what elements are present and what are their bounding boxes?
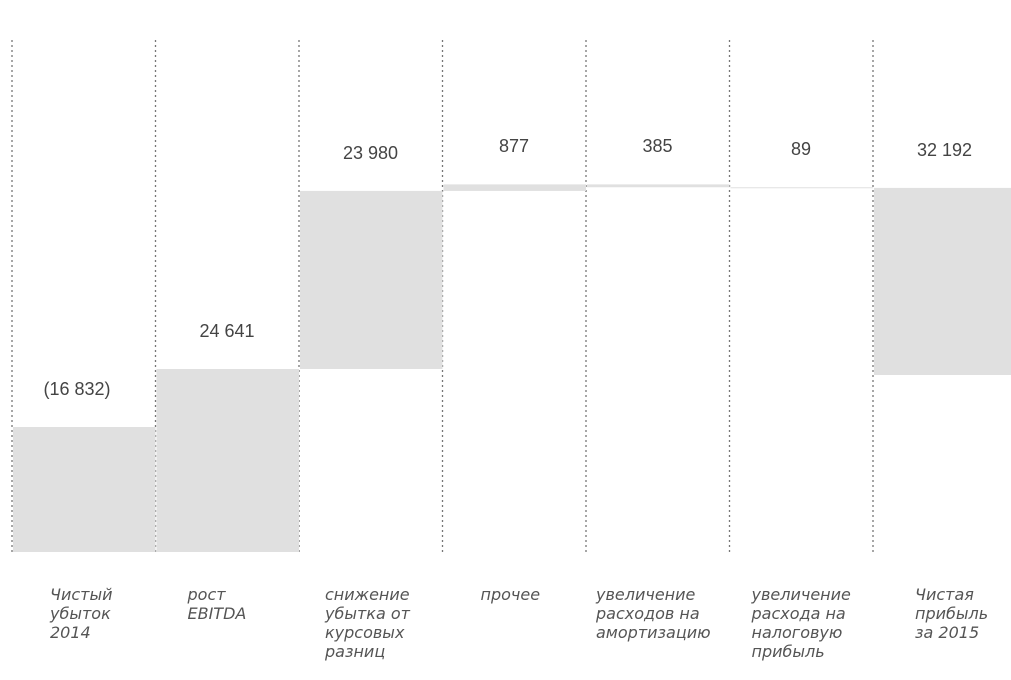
waterfall-bar (874, 187, 1011, 376)
bar-value-label: 89 (790, 139, 812, 160)
category-label: прочее (480, 585, 541, 604)
bar-value-label: 24 641 (199, 321, 255, 341)
bar-value-label: 23 980 (342, 142, 399, 163)
bar-value-label: 385 (642, 136, 673, 157)
waterfall-bar (730, 187, 873, 189)
waterfall-bar (156, 369, 299, 553)
waterfall-bar (13, 427, 156, 553)
waterfall-bar (443, 184, 586, 191)
waterfall-bar (300, 190, 443, 370)
category-label: рост EBITDA (187, 585, 247, 623)
bar-value-label: 32 192 (916, 139, 973, 160)
category-label: увеличение расхода на налоговую прибыль (751, 585, 851, 661)
category-label: Чистый убыток 2014 (50, 585, 113, 642)
bar-value-label: (16 832) (43, 379, 111, 399)
category-label: увеличение расходов на амортизацию (596, 585, 711, 642)
category-label: снижение убытка от курсовых разниц (325, 585, 410, 661)
category-label: Чистая прибыль за 2015 (915, 585, 989, 642)
bar-value-label: 877 (498, 136, 530, 157)
waterfall-bar (587, 184, 730, 188)
